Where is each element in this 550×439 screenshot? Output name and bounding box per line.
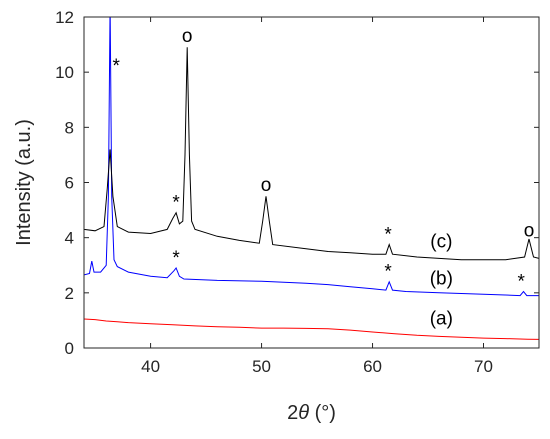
y-tick-label: 12 [55,8,74,27]
x-tick-label: 70 [474,357,493,376]
peak-marker-circle: o [261,175,272,196]
peak-annotations: * o * o * o * * * (c) (b) (a) [112,26,534,330]
series-line-2 [84,47,539,261]
series-line-1 [84,17,539,297]
series-label: (b) [430,269,453,290]
x-tick-label: 50 [252,357,271,376]
peak-marker-star: * [172,248,180,269]
x-axis-title-suffix: (°) [309,402,336,424]
series-line-0 [84,318,539,340]
peak-marker-star: * [384,224,392,245]
y-tick-label: 10 [55,63,74,82]
y-axis-title: Intensity (a.u.) [13,119,35,246]
x-axis: 40 50 60 70 [141,17,493,376]
series-label: (a) [430,309,453,330]
x-axis-title: 2θ (°) [287,402,336,424]
peak-marker-star: * [518,271,526,292]
peak-marker-star: * [112,56,120,77]
peak-marker-star: * [384,262,392,283]
peak-marker-circle: o [524,220,535,241]
y-tick-label: 0 [65,339,74,358]
plot-frame [83,16,540,349]
x-tick-label: 60 [363,357,382,376]
y-tick-label: 4 [65,229,74,248]
peak-marker-circle: o [182,26,193,47]
y-tick-label: 8 [65,118,74,137]
y-tick-label: 2 [65,284,74,303]
series-label: (c) [430,231,452,252]
plot-area [83,16,540,349]
y-tick-label: 6 [65,174,74,193]
peak-marker-star: * [172,193,180,214]
x-axis-title-prefix: 2 [287,402,298,424]
x-tick-label: 40 [141,357,160,376]
y-axis: 0 2 4 6 8 10 12 [55,8,539,358]
x-axis-title-symbol: θ [298,402,309,424]
